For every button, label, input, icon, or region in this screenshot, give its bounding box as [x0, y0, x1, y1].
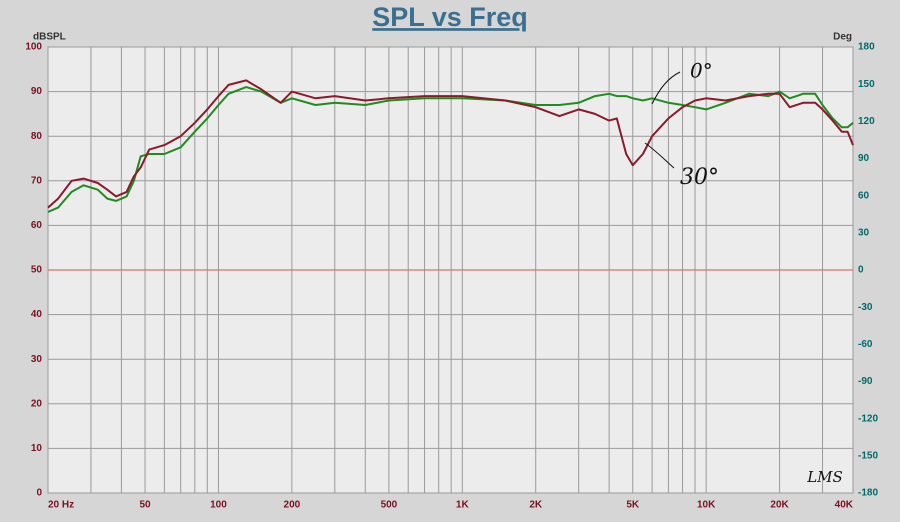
- y-tick-label: 0: [36, 488, 42, 499]
- y2-axis-title: Deg: [833, 32, 852, 43]
- x-tick-label: 20K: [770, 500, 789, 511]
- series-line: [47, 79, 854, 209]
- y-axis-title: dBSPL: [33, 32, 66, 43]
- y2-tick-label: -30: [858, 302, 873, 313]
- y-tick-label: 50: [31, 265, 43, 276]
- x-tick-label: 100: [210, 500, 227, 511]
- x-tick-label: 50: [139, 500, 151, 511]
- y2-tick-label: -60: [858, 339, 873, 350]
- x-tick-label: 1K: [456, 500, 470, 511]
- x-tick-label: 2K: [529, 500, 543, 511]
- y2-tick-label: -90: [858, 376, 873, 387]
- annotation: LMS: [806, 468, 843, 486]
- y2-tick-label: 90: [858, 153, 870, 164]
- y-tick-label: 30: [31, 354, 43, 365]
- annotation-pointer: [651, 71, 681, 105]
- y-tick-label: 10: [31, 443, 43, 454]
- y-tick-label: 100: [25, 42, 42, 53]
- x-tick-label: 20 Hz: [48, 500, 74, 511]
- y-tick-label: 60: [31, 220, 43, 231]
- y2-tick-label: 0: [858, 265, 864, 276]
- y2-tick-label: 30: [858, 227, 870, 238]
- annotation-pointer: [644, 142, 675, 169]
- x-tick-label: 10K: [697, 500, 716, 511]
- y-tick-label: 70: [31, 175, 43, 186]
- y-tick-label: 20: [31, 398, 43, 409]
- series-label: 0°: [690, 59, 713, 83]
- y2-tick-label: -150: [858, 450, 878, 461]
- x-tick-label: 5K: [626, 500, 640, 511]
- lines: [47, 79, 854, 213]
- y2-tick-label: 150: [858, 79, 875, 90]
- y-tick-label: 90: [31, 86, 43, 97]
- chart-title: SPL vs Freq: [372, 2, 528, 32]
- x-tick-label: 200: [284, 500, 301, 511]
- y2-tick-label: 60: [858, 190, 870, 201]
- series-line: [47, 86, 854, 213]
- y2-tick-label: 120: [858, 116, 875, 127]
- series-label: 30°: [680, 165, 719, 190]
- x-tick-label: 500: [381, 500, 398, 511]
- y2-tick-label: 180: [858, 42, 875, 53]
- y-tick-label: 80: [31, 131, 43, 142]
- y2-tick-label: -120: [858, 413, 878, 424]
- x-tick-label: 40K: [835, 500, 854, 511]
- grid: [47, 46, 854, 494]
- y2-tick-label: -180: [858, 488, 878, 499]
- y-tick-label: 40: [31, 309, 43, 320]
